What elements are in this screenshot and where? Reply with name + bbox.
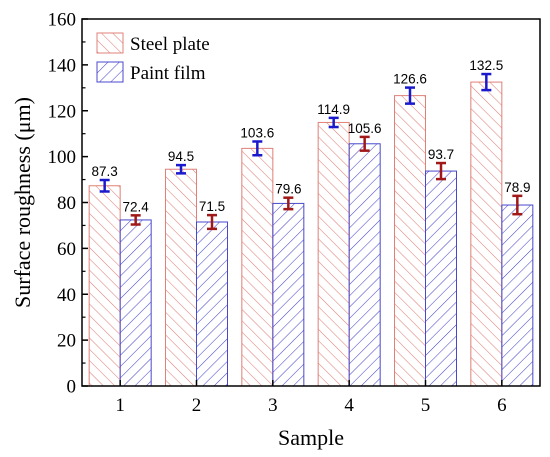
x-tick-label: 1 <box>115 395 125 416</box>
y-tick-label: 160 <box>48 10 77 31</box>
data-label-steel-plate-3: 103.6 <box>240 125 274 140</box>
y-tick-label: 60 <box>57 239 76 260</box>
data-label-steel-plate-5: 126.6 <box>393 72 427 87</box>
error-bar-paint-film-5 <box>436 161 446 181</box>
error-bar-steel-plate-4 <box>328 116 339 129</box>
data-label-steel-plate-1: 87.3 <box>92 164 118 179</box>
bar-steel-plate-4 <box>317 121 350 387</box>
y-tick-label: 120 <box>48 101 77 122</box>
error-bar-paint-film-2 <box>207 213 217 231</box>
bar-steel-plate-3 <box>241 147 274 387</box>
error-bar-paint-film-1 <box>130 214 141 226</box>
data-label-paint-film-2: 71.5 <box>199 199 225 214</box>
error-bar-paint-film-4 <box>359 135 370 152</box>
x-tick-label: 6 <box>497 395 507 416</box>
bar-steel-plate-1 <box>88 185 121 387</box>
bar-steel-plate-2 <box>165 168 197 387</box>
bar-paint-film-2 <box>196 221 228 387</box>
x-tick-label: 3 <box>268 395 278 416</box>
y-tick-label: 80 <box>57 193 76 214</box>
legend-swatch-steel-plate <box>96 32 124 54</box>
error-bar-steel-plate-3 <box>252 140 263 157</box>
y-tick-label: 100 <box>48 147 77 168</box>
bar-paint-film-3 <box>272 202 305 387</box>
data-label-steel-plate-4: 114.9 <box>317 102 350 117</box>
x-tick-label: 2 <box>192 395 202 416</box>
error-bar-paint-film-6 <box>512 194 523 216</box>
x-tick-label: 5 <box>421 395 431 416</box>
error-bar-steel-plate-1 <box>99 178 110 193</box>
legend-label-paint-film: Paint film <box>130 63 206 84</box>
y-axis-title: Surface roughness (μm) <box>10 97 35 308</box>
y-tick-label: 40 <box>57 285 76 306</box>
y-tick-label: 20 <box>57 331 76 352</box>
legend: Steel plate Paint film <box>96 32 210 84</box>
bar-paint-film-4 <box>348 143 381 387</box>
error-bar-steel-plate-2 <box>176 163 186 175</box>
bar-steel-plate-6 <box>470 81 503 387</box>
bar-steel-plate-5 <box>394 95 426 387</box>
data-label-paint-film-1: 72.4 <box>123 199 150 214</box>
x-tick-label: 4 <box>344 395 354 416</box>
legend-label-steel-plate: Steel plate <box>130 34 210 55</box>
x-axis-title: Sample <box>278 425 344 450</box>
y-tick-label: 140 <box>48 55 77 76</box>
data-label-steel-plate-6: 132.5 <box>469 58 503 73</box>
bar-paint-film-1 <box>119 219 152 387</box>
bar-paint-film-5 <box>425 170 457 387</box>
error-bar-steel-plate-5 <box>405 86 415 105</box>
error-bar-paint-film-3 <box>283 196 294 211</box>
data-label-paint-film-6: 78.9 <box>504 180 530 195</box>
error-bar-steel-plate-6 <box>481 72 492 92</box>
data-label-steel-plate-2: 94.5 <box>168 149 194 164</box>
data-label-paint-film-4: 105.6 <box>348 121 382 136</box>
data-label-paint-film-5: 93.7 <box>428 147 454 162</box>
y-tick-label: 0 <box>67 377 77 398</box>
legend-swatch-paint-film <box>96 61 124 83</box>
bar-paint-film-6 <box>501 204 534 387</box>
data-label-paint-film-3: 79.6 <box>275 182 301 197</box>
